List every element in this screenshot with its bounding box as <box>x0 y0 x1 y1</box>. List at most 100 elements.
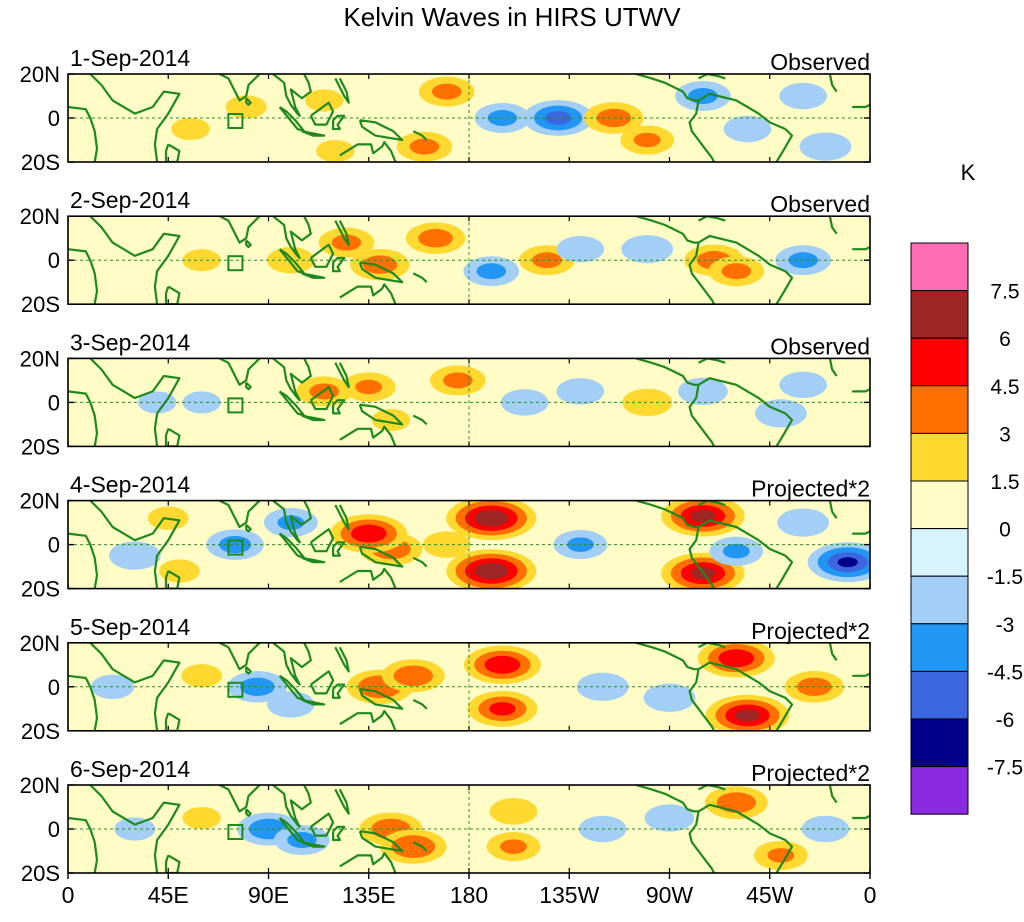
contour-blob <box>225 95 267 119</box>
contour-blob <box>556 378 605 405</box>
coastline <box>828 642 838 662</box>
contour-blob <box>644 804 695 832</box>
coastline <box>339 141 397 162</box>
coastline <box>334 646 350 673</box>
coastline <box>68 248 99 305</box>
coastlines <box>68 358 870 447</box>
y-tick-label: 20N <box>20 631 60 656</box>
contour-blob <box>371 408 411 432</box>
coastline <box>358 545 404 568</box>
coastline <box>332 399 346 415</box>
contour-blob <box>474 562 509 580</box>
y-tick-label: 0 <box>48 106 60 131</box>
coastline <box>635 74 699 102</box>
coastline <box>358 403 404 426</box>
coastline <box>688 100 716 162</box>
colorbar-label: -6 <box>996 709 1015 732</box>
coastline <box>688 526 716 589</box>
contour-blob <box>171 117 210 141</box>
contour-blob <box>544 111 572 125</box>
coastline <box>272 785 312 828</box>
coastline <box>698 500 726 507</box>
x-tick-label: 135E <box>342 882 396 908</box>
contour-blob <box>277 515 305 530</box>
coastline <box>309 670 335 695</box>
coastline <box>635 216 699 244</box>
coastline <box>272 500 312 544</box>
y-tick-label: 20N <box>20 204 60 229</box>
coastline <box>688 811 716 873</box>
contour-blob <box>777 508 830 537</box>
contour-blob <box>837 557 858 568</box>
coastline <box>698 642 726 649</box>
coastline <box>358 830 404 853</box>
coastline <box>245 808 252 817</box>
coastline <box>301 556 326 564</box>
x-tick-label: 90W <box>646 882 694 908</box>
contour-blob <box>391 835 436 858</box>
contour-blob <box>350 524 387 543</box>
coastline <box>301 272 326 279</box>
colorbar-label: 7.5 <box>990 281 1019 304</box>
coastline <box>68 532 99 589</box>
contour-blob <box>799 132 852 161</box>
coastlines <box>68 74 870 162</box>
coastline <box>68 105 99 162</box>
panel-date: 3-Sep-2014 <box>70 329 190 355</box>
coastline <box>698 785 726 791</box>
coastline <box>828 500 838 519</box>
contour-blob <box>266 691 315 718</box>
colorbar-swatch <box>910 242 969 292</box>
colorbar-label: -7.5 <box>987 757 1023 780</box>
colorbar-units: K <box>961 160 976 185</box>
x-tick-label: 0 <box>864 882 877 908</box>
panel-date: 4-Sep-2014 <box>70 472 190 498</box>
contour-blob <box>735 709 760 722</box>
contour-blob <box>181 664 223 688</box>
contour-blob <box>722 543 750 559</box>
contour-blob <box>316 139 355 162</box>
contour-blob <box>409 138 440 155</box>
coastline <box>339 425 397 447</box>
colorbar-label: 4.5 <box>990 376 1019 399</box>
colorbar-swatch <box>910 718 969 768</box>
contour-blob <box>489 798 538 825</box>
x-tick-label: 45E <box>148 882 189 908</box>
coastline <box>334 788 350 815</box>
contour-blob <box>788 252 818 269</box>
coastline <box>332 256 346 273</box>
contour-blob <box>779 82 827 110</box>
coastline <box>358 261 404 284</box>
coastline <box>89 785 181 873</box>
contour-blob <box>158 559 200 583</box>
contour-blob <box>688 88 718 104</box>
coastline <box>89 358 181 447</box>
coastline <box>697 377 794 447</box>
coastline <box>635 642 699 671</box>
colorbar-swatch <box>910 766 969 815</box>
contour-blob <box>779 371 827 399</box>
anomaly-field <box>171 76 852 162</box>
coastline <box>334 362 350 389</box>
panel-date: 1-Sep-2014 <box>70 45 190 71</box>
contour-blob <box>622 388 673 417</box>
y-tick-label: 20N <box>20 773 60 798</box>
coastline <box>219 785 261 813</box>
coastline <box>852 246 870 251</box>
contour-blob <box>474 510 509 527</box>
anomaly-field <box>108 500 870 589</box>
colorbar-swatch <box>910 623 969 672</box>
y-tick-label: 0 <box>48 675 60 700</box>
coastline <box>272 74 312 117</box>
coastline <box>852 814 870 820</box>
x-tick-label: 180 <box>450 882 488 908</box>
panel-type-label: Projected*2 <box>751 760 870 786</box>
coastline <box>332 541 346 557</box>
contour-blob <box>489 702 516 716</box>
coastline <box>245 524 252 533</box>
coastline <box>635 358 699 386</box>
x-axis: 0 45E 90E 135E 180 135W 90W 45W 0 <box>62 873 877 908</box>
coastline <box>245 97 252 106</box>
panel-type-label: Observed <box>770 191 870 217</box>
coastline <box>272 216 312 260</box>
